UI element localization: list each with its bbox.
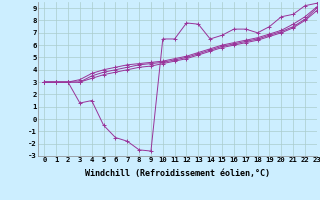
- X-axis label: Windchill (Refroidissement éolien,°C): Windchill (Refroidissement éolien,°C): [85, 169, 270, 178]
